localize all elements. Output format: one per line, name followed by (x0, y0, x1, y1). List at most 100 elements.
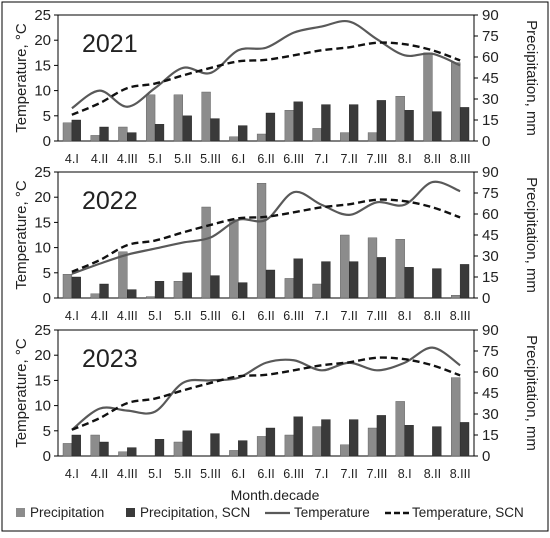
bar-precipitation (395, 95, 405, 142)
bar-precipitation (284, 434, 294, 457)
y2-tick-label: 75 (482, 185, 499, 202)
bar-precipitation-scn (432, 111, 442, 142)
bar-precipitation (173, 94, 184, 142)
y2-tick-label: 75 (482, 343, 499, 360)
bar-precipitation (118, 451, 128, 457)
y-tick-label: 15 (34, 214, 51, 231)
bar-precipitation-scn (127, 289, 137, 299)
bar-precipitation-scn (210, 275, 220, 299)
bar-precipitation (340, 234, 350, 299)
y-axis-label: Temperature, °C (13, 338, 30, 448)
y-tick-label: 20 (34, 32, 51, 49)
y-tick-label: 25 (34, 164, 51, 181)
bar-precipitation (145, 296, 156, 299)
line-temperature (71, 346, 461, 431)
x-tick-label: 7.I (315, 309, 329, 323)
x-tick-label: 8.I (398, 152, 412, 166)
x-tick-label: 6.II (257, 309, 274, 323)
chart-title: 2022 (82, 187, 138, 215)
x-tick-label: 6.II (257, 152, 274, 166)
line-temperature-scn (71, 198, 461, 273)
x-tick-label: 7.II (341, 309, 358, 323)
chart-panel-2023: 0 5 10 15 20 25 0 15 30 45 60 75 90 Temperature, °C Pr… (13, 322, 540, 481)
bar-precipitation (256, 182, 267, 299)
y2-tick-label: 0 (482, 448, 490, 465)
bar-precipitation (90, 434, 100, 457)
bar-precipitation-scn (293, 101, 303, 142)
y-tick-label: 15 (34, 372, 51, 389)
bar-precipitation-scn (182, 272, 192, 299)
x-tick-label: 6.I (231, 309, 245, 323)
bar-precipitation-scn (238, 125, 248, 142)
y2-tick-label: 45 (482, 70, 499, 87)
y2-tick-label: 30 (482, 91, 499, 108)
y2-tick-label: 0 (482, 133, 490, 150)
y-tick-label: 20 (34, 189, 51, 206)
bar-precipitation-scn (459, 422, 470, 457)
legend-label: Temperature (294, 505, 370, 520)
legend-label: Precipitation, SCN (140, 505, 250, 520)
bar-precipitation (118, 251, 128, 299)
x-tick-label: 4.II (91, 152, 108, 166)
legend-swatch-precipitation (16, 508, 25, 517)
x-tick-label: 5.III (200, 467, 221, 481)
y-tick-label: 10 (34, 83, 51, 100)
x-tick-label: 5.II (174, 152, 191, 166)
bar-precipitation (340, 444, 350, 457)
bar-precipitation-scn (265, 427, 276, 457)
y-tick-label: 10 (34, 240, 51, 257)
bar-precipitation (90, 135, 100, 142)
bar-precipitation (451, 377, 461, 457)
bar-precipitation-scn (404, 109, 414, 142)
x-tick-label: 6.II (257, 467, 274, 481)
line-temperature (71, 180, 461, 275)
legend-label: Temperature, SCN (412, 505, 524, 520)
bar-precipitation-scn (376, 257, 387, 299)
x-tick-label: 4.III (117, 152, 138, 166)
y2-axis-label: Precipitation, mm (523, 177, 540, 293)
y2-tick-label: 90 (482, 7, 499, 24)
bar-precipitation (201, 206, 211, 299)
x-tick-label: 4.II (91, 309, 108, 323)
x-tick-label: 5.II (174, 467, 191, 481)
x-tick-label: 8.III (450, 467, 471, 481)
bar-precipitation-scn (71, 276, 81, 299)
bar-precipitation-scn (238, 282, 248, 299)
bar-precipitation (173, 281, 184, 299)
y2-tick-label: 75 (482, 28, 499, 45)
bar-precipitation-scn (404, 425, 414, 457)
x-tick-label: 8.III (450, 309, 471, 323)
chart-panel-2022: 0 5 10 15 20 25 0 15 30 45 60 75 90 Temperature, °C Pr… (13, 164, 540, 323)
y-tick-label: 10 (34, 398, 51, 415)
bar-precipitation-scn (154, 123, 165, 142)
x-tick-label: 8.I (398, 309, 412, 323)
bar-precipitation-scn (99, 283, 109, 299)
bar-precipitation (90, 293, 100, 299)
bar-precipitation-scn (265, 269, 276, 299)
y-tick-label: 15 (34, 57, 51, 74)
y-tick-label: 5 (43, 265, 51, 282)
y2-tick-label: 30 (482, 248, 499, 265)
x-tick-label: 7.III (367, 467, 388, 481)
x-tick-label: 8.II (424, 309, 441, 323)
y-tick-label: 5 (43, 108, 51, 125)
bar-precipitation-scn (293, 258, 303, 299)
bar-precipitation-scn (182, 115, 192, 142)
bar-precipitation-scn (349, 419, 359, 457)
x-tick-label: 5.I (148, 467, 162, 481)
chart-panel-2021: 0 5 10 15 20 25 0 15 30 45 60 75 90 Temperature, °C Pr… (13, 7, 540, 166)
bar-precipitation-scn (349, 261, 359, 299)
y2-axis-label: Precipitation, mm (523, 20, 540, 136)
x-tick-label: 6.III (283, 152, 304, 166)
bar-precipitation (256, 133, 267, 142)
bar-precipitation (340, 132, 350, 142)
x-tick-label: 5.I (148, 309, 162, 323)
x-tick-label: 8.I (398, 467, 412, 481)
y2-tick-label: 45 (482, 385, 499, 402)
bar-precipitation-scn (71, 434, 81, 457)
y-tick-label: 25 (34, 7, 51, 24)
bar-precipitation-scn (349, 104, 359, 142)
x-tick-label: 8.III (450, 152, 471, 166)
